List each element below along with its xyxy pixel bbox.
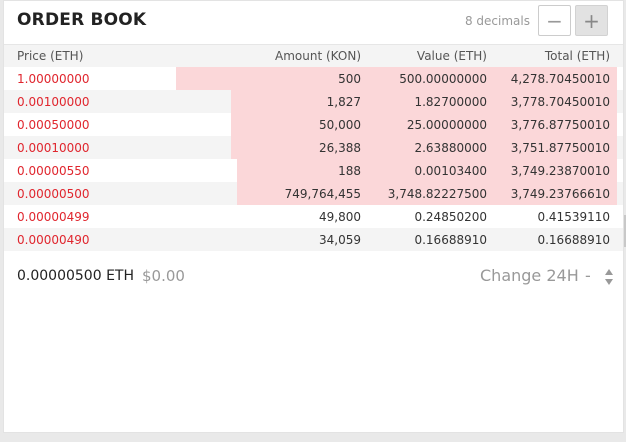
row-price: 0.00000499 [17,210,90,224]
depth-bar [231,90,617,113]
depth-bar [231,136,617,159]
row-total: 3,749.23766610 [510,187,610,201]
row-value: 0.00103400 [414,164,487,178]
panel-title: ORDER BOOK [17,10,147,30]
last-price: 0.00000500 ETH [17,268,134,284]
decrease-decimals-button[interactable]: − [538,5,571,36]
order-row[interactable]: 0.00000490 34,059 0.16688910 0.16688910 [4,228,623,251]
bottom-bar [0,433,626,442]
change-24h-label: Change 24H [480,266,579,285]
order-row[interactable]: 0.00000550 188 0.00103400 3,749.23870010 [4,159,623,182]
order-rows: 1.00000000 500 500.00000000 4,278.704500… [4,67,623,251]
column-header-total[interactable]: Total (ETH) [544,49,610,63]
order-row[interactable]: 0.00010000 26,388 2.63880000 3,751.87750… [4,136,623,159]
plus-icon: + [583,8,600,33]
row-amount: 34,059 [319,233,361,247]
row-total: 0.16688910 [537,233,610,247]
table-header: Price (ETH) Amount (KON) Value (ETH) Tot… [4,44,623,67]
column-header-price[interactable]: Price (ETH) [17,49,84,63]
row-amount: 1,827 [326,95,361,109]
increase-decimals-button[interactable]: + [575,5,608,36]
order-row[interactable]: 1.00000000 500 500.00000000 4,278.704500… [4,67,623,90]
column-header-amount[interactable]: Amount (KON) [275,49,361,63]
minus-icon: − [546,8,563,33]
row-total: 3,751.87750010 [510,141,610,155]
order-book-panel: ORDER BOOK 8 decimals − + Price (ETH) Am… [3,0,626,433]
depth-bar [237,182,617,205]
sort-icon[interactable] [604,268,614,286]
row-value: 3,748.82227500 [387,187,487,201]
row-amount: 26,388 [319,141,361,155]
change-24h-value: - [585,266,591,285]
row-amount: 188 [338,164,361,178]
order-book-header: ORDER BOOK 8 decimals − + [4,1,623,43]
row-price: 0.00050000 [17,118,90,132]
order-row[interactable]: 0.00100000 1,827 1.82700000 3,778.704500… [4,90,623,113]
row-total: 3,749.23870010 [510,164,610,178]
order-row[interactable]: 0.00050000 50,000 25.00000000 3,776.8775… [4,113,623,136]
row-value: 0.24850200 [414,210,487,224]
row-total: 0.41539110 [537,210,610,224]
row-value: 25.00000000 [406,118,487,132]
row-amount: 749,764,455 [284,187,361,201]
row-price: 0.00010000 [17,141,90,155]
order-row[interactable]: 0.00000500 749,764,455 3,748.82227500 3,… [4,182,623,205]
column-header-value[interactable]: Value (ETH) [416,49,487,63]
row-value: 1.82700000 [414,95,487,109]
order-row[interactable]: 0.00000499 49,800 0.24850200 0.41539110 [4,205,623,228]
depth-bar [237,159,617,182]
row-amount: 500 [338,72,361,86]
row-amount: 49,800 [319,210,361,224]
row-total: 3,778.70450010 [510,95,610,109]
row-price: 0.00000500 [17,187,90,201]
row-value: 2.63880000 [414,141,487,155]
row-price: 0.00000550 [17,164,90,178]
order-book-footer: 0.00000500 ETH $0.00 Change 24H - [4,259,623,295]
row-price: 0.00000490 [17,233,90,247]
depth-bar [176,67,617,90]
scrollbar-thumb[interactable] [624,215,626,247]
row-total: 4,278.70450010 [510,72,610,86]
row-amount: 50,000 [319,118,361,132]
last-price-usd: $0.00 [142,267,185,285]
row-price: 0.00100000 [17,95,90,109]
decimals-label: 8 decimals [464,14,530,28]
depth-bar [231,113,617,136]
row-value: 500.00000000 [399,72,487,86]
row-total: 3,776.87750010 [510,118,610,132]
row-price: 1.00000000 [17,72,90,86]
row-value: 0.16688910 [414,233,487,247]
